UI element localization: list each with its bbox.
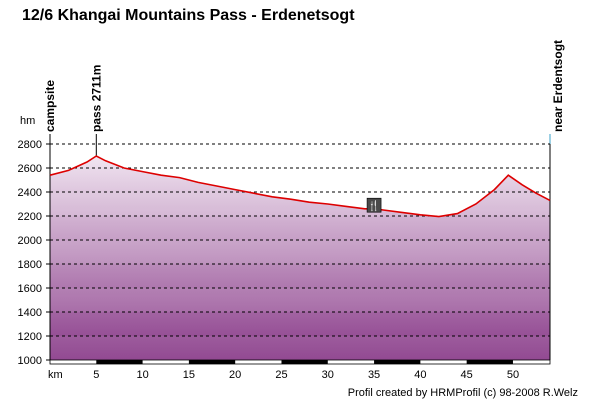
elevation-line [49,155,551,218]
axis-bar-segment [374,360,421,364]
stripe-band [50,240,550,264]
annotations: 🍴 [366,197,382,213]
x-tick-label: 15 [183,369,195,381]
x-tick-label: 30 [322,369,334,381]
waypoint-label: campsite [43,80,57,132]
plot-area: 🍴 [49,143,551,365]
x-tick-label: 10 [136,369,148,381]
x-tick-label: 50 [507,369,519,381]
stripe-band [50,288,550,312]
svg-text:🍴: 🍴 [368,199,380,212]
y-tick-label: 2400 [18,187,42,199]
y-tick-label: 1000 [18,355,42,367]
axis-bar-segment [188,360,236,364]
x-axis-ticks: 5 10 15 20 25 30 35 40 45 50 [93,369,519,381]
y-tick-label: 1600 [18,283,42,295]
y-tick-label: 1200 [18,331,42,343]
waypoint-labels: campsite pass 2711m near Erdentsogt [43,40,565,201]
y-tick-label: 2600 [18,163,42,175]
x-tick-label: 5 [93,369,99,381]
x-tick-label: 20 [229,369,241,381]
stripe-band [50,156,550,168]
x-tick-label: 35 [368,369,380,381]
y-tick-label: 1800 [18,259,42,271]
axis-bar-segment [96,360,143,364]
chart-title: 12/6 Khangai Mountains Pass - Erdenetsog… [22,7,355,24]
y-axis-ticks: 1000 1200 1400 1600 1800 2000 2200 2400 2600 2800 [18,139,50,367]
y-tick-label: 1400 [18,307,42,319]
waypoint-label: near Erdentsogt [551,40,565,132]
x-tick-label: 25 [275,369,287,381]
x-axis-bar [49,359,551,365]
credit-footer: Profil created by HRMProfil (c) 98-2008 … [348,387,578,399]
stripe-band [50,336,550,360]
x-tick-label: 45 [461,369,473,381]
axis-bar-segment [466,360,513,364]
y-tick-label: 2200 [18,211,42,223]
x-axis-unit: km [48,369,63,381]
waypoint-label: pass 2711m [89,65,103,132]
y-axis-unit: hm [20,115,35,127]
y-tick-label: 2000 [18,235,42,247]
axis-bar-segment [281,360,328,364]
x-tick-label: 40 [414,369,426,381]
y-tick-label: 2800 [18,139,42,151]
gridlines [50,143,550,337]
restaurant-icon: 🍴 [366,197,382,213]
